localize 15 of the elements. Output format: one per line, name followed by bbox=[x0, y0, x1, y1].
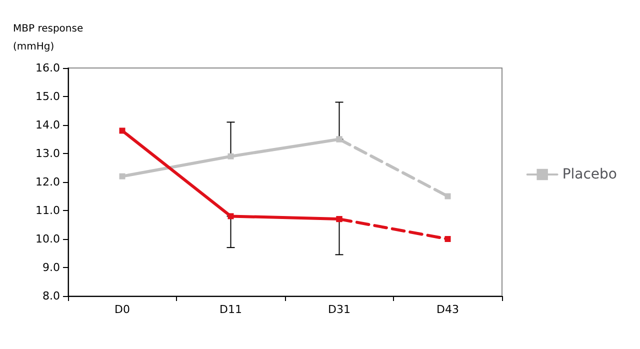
x-tick-label: D31 bbox=[328, 303, 350, 316]
x-tick-label: D0 bbox=[114, 303, 130, 316]
y-tick-label: 11.0 bbox=[36, 204, 60, 217]
y-tick-label: 16.0 bbox=[36, 62, 60, 74]
y-tick-label: 14.0 bbox=[36, 118, 60, 132]
y-tick-label: 9.0 bbox=[42, 261, 60, 274]
legend-label: Placebo bbox=[562, 166, 618, 182]
y-axis-title: MBP response (mmHg) bbox=[13, 24, 84, 52]
y-tick-label: 10.0 bbox=[36, 232, 60, 246]
x-tick-label: D43 bbox=[436, 303, 459, 316]
y-tick-label: 13.0 bbox=[36, 147, 60, 160]
y-tick-label: 15.0 bbox=[36, 90, 60, 103]
x-tick-label: D11 bbox=[220, 303, 242, 316]
y-tick-label: 12.0 bbox=[36, 176, 60, 188]
y-tick-label: 8.0 bbox=[42, 290, 60, 302]
